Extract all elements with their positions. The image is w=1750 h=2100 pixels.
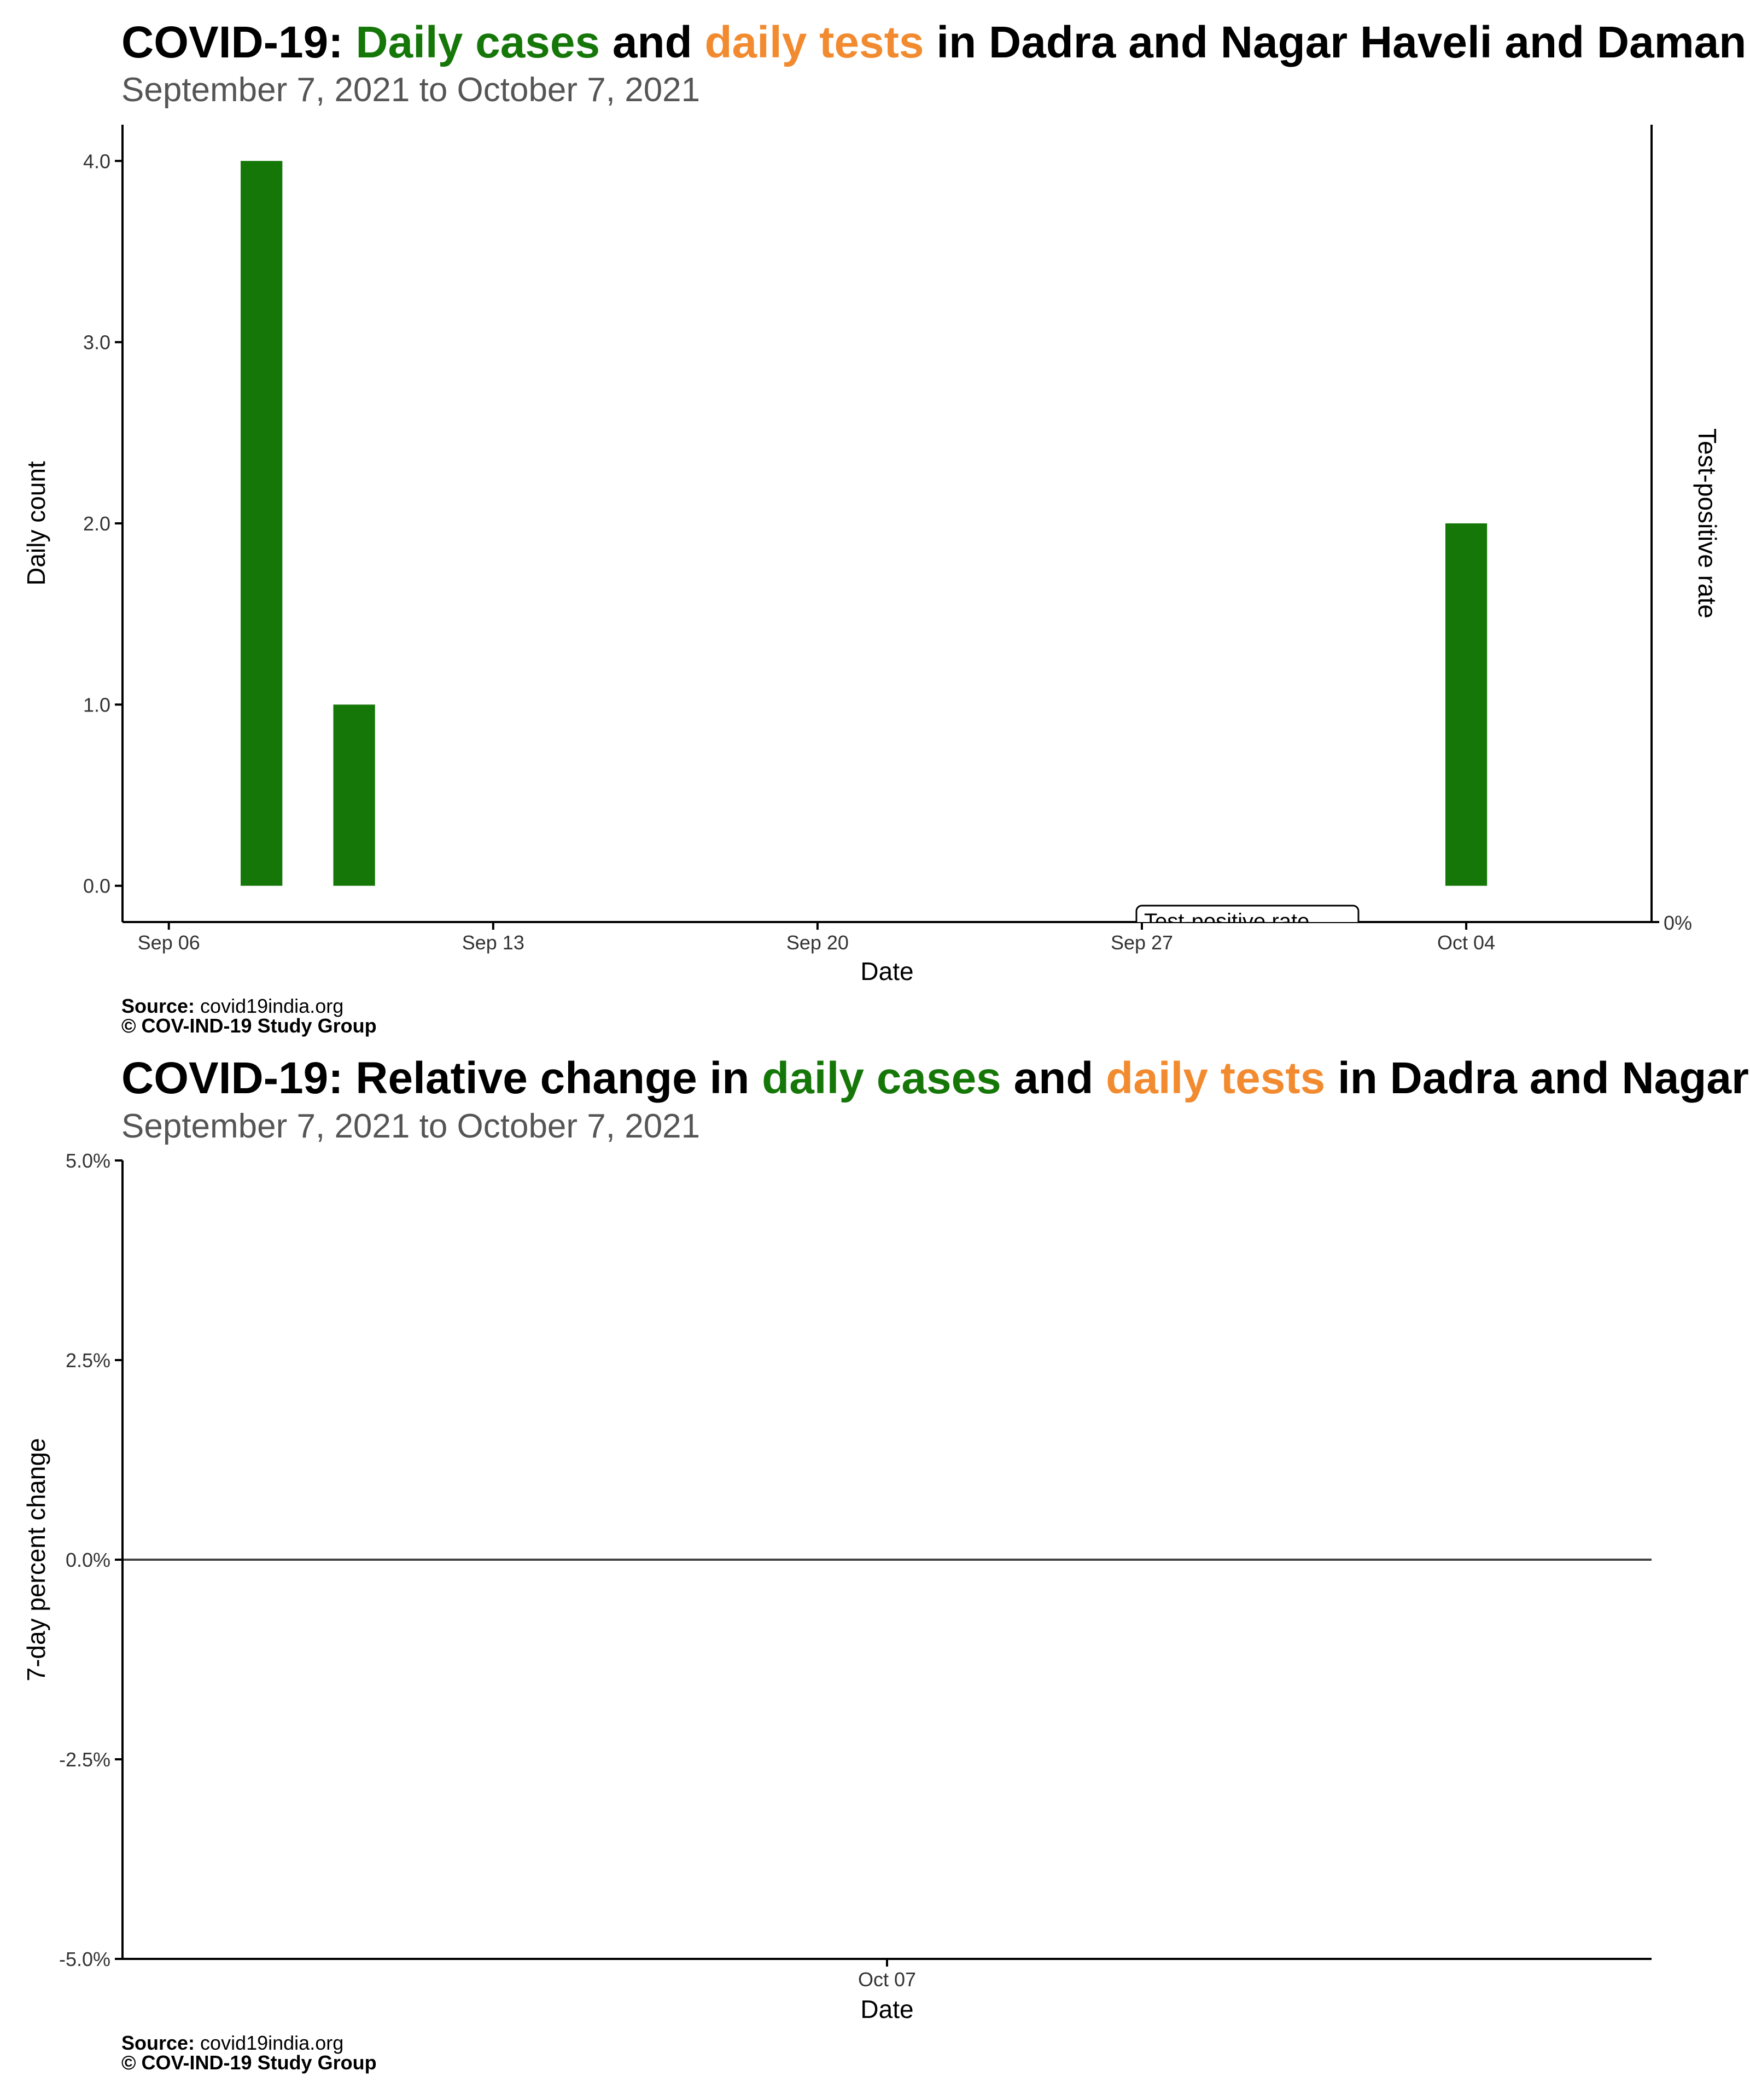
panel-daily-cases: COVID-19: Daily cases and daily tests in… [22, 18, 1750, 1037]
panel1-title-and: and [600, 18, 704, 67]
x-tick-label: Sep 27 [1111, 931, 1173, 954]
panel1-bars [241, 161, 1488, 886]
y-tick-label: 0.0 [83, 875, 110, 897]
panel2-title-cases: daily cases [762, 1053, 1001, 1103]
panel2-title-and: and [1001, 1053, 1106, 1103]
panel2-source: Source: covid19india.org [121, 2032, 343, 2054]
panel1-title-cases: Daily cases [355, 18, 600, 67]
x-tick-label: Sep 06 [138, 931, 200, 954]
panel1-source: Source: covid19india.org [121, 995, 343, 1017]
panel1-source-value: covid19india.org [195, 995, 343, 1017]
x-tick-label: Sep 20 [786, 931, 849, 954]
x-tick-label: Oct 04 [1437, 931, 1495, 954]
panel1-title-prefix: COVID-19: [121, 18, 355, 67]
bar-2021-09-08 [241, 161, 283, 886]
panel1-title-tests: daily tests [704, 18, 924, 67]
x-tick-label: Oct 07 [858, 1968, 916, 1991]
panel2-title-prefix: COVID-19: Relative change in [121, 1053, 762, 1103]
panel2-subtitle: September 7, 2021 to October 7, 2021 [121, 1107, 700, 1145]
y-tick-label: 0.0% [66, 1549, 110, 1571]
panel2-title: COVID-19: Relative change in daily cases… [121, 1053, 1750, 1103]
panel-relative-change: COVID-19: Relative change in daily cases… [22, 1053, 1750, 2074]
panel2-y-axis-title: 7-day percent change [22, 1438, 50, 1682]
panel1-y-ticks: 0.0 1.0 2.0 3.0 4.0 [83, 150, 122, 897]
label-box-text: Test-positive rate [1144, 909, 1309, 934]
panel1-right-tick-label: 0% [1664, 912, 1692, 934]
label-box [1135, 905, 1360, 922]
panel2-title-tests: daily tests [1106, 1053, 1325, 1103]
panel2-copyright: © COV-IND-19 Study Group [121, 2051, 377, 2074]
panel1-y-axis-title: Daily count [22, 461, 50, 586]
panel1-title-suffix: in Dadra and Nagar Haveli and Daman and … [924, 18, 1750, 67]
panel2-y-ticks: 5.0% 2.5% 0.0% -2.5% -5.0% [59, 1150, 122, 1970]
panel1-copyright: © COV-IND-19 Study Group [121, 1014, 377, 1037]
panel2-source-label: Source: [121, 2032, 195, 2054]
y-tick-label: -5.0% [59, 1948, 110, 1970]
y-tick-label: -2.5% [59, 1748, 110, 1771]
panel2-source-value: covid19india.org [195, 2032, 343, 2054]
panel1-x-ticks: Sep 06 Sep 13 Sep 20 Sep 27 Oct 04 [138, 922, 1495, 954]
panel2-x-ticks: Oct 07 [858, 1959, 916, 1991]
panel1-subtitle: September 7, 2021 to October 7, 2021 [121, 71, 700, 109]
y-tick-label: 5.0% [66, 1150, 110, 1172]
bar-2021-10-04 [1445, 523, 1488, 886]
panel2-title-suffix: in Dadra and Nagar Haveli and Daman and … [1325, 1053, 1750, 1103]
y-tick-label: 1.0 [83, 693, 110, 716]
y-tick-label: 2.5% [66, 1349, 110, 1372]
panel1-title: COVID-19: Daily cases and daily tests in… [121, 18, 1750, 67]
y-tick-label: 2.0 [83, 512, 110, 535]
y-tick-label: 3.0 [83, 331, 110, 354]
x-tick-label: Sep 13 [462, 931, 524, 954]
panel1-source-label: Source: [121, 995, 195, 1017]
panel1-x-axis-title: Date [860, 957, 913, 985]
panel1-right-axis-title: Test-positive rate [1693, 428, 1722, 619]
y-tick-label: 4.0 [83, 150, 110, 172]
test-positive-rate-label: Test-positive rate [1135, 905, 1360, 934]
bar-2021-09-10 [333, 704, 375, 886]
panel2-x-axis-title: Date [860, 1995, 913, 2023]
